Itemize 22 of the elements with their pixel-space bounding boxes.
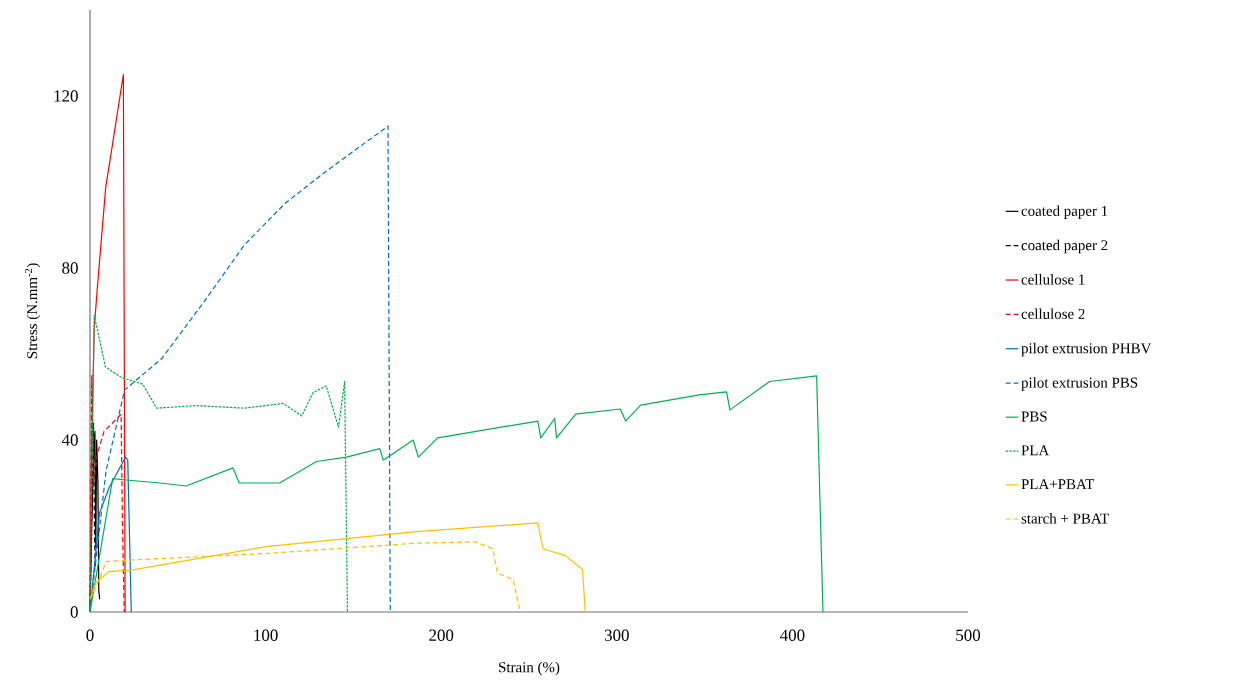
y-tick-label: 40 (61, 434, 78, 446)
y-tick-label: 80 (62, 262, 78, 274)
legend-label: starch + PBAT (1021, 513, 1109, 524)
legend-label: cellulose 2 (1021, 308, 1085, 319)
x-axis-title: Strain (%) (499, 661, 560, 676)
y-axis-title: Stress (N.mm$^{-2}$) (24, 263, 41, 359)
legend-label: pilot extrusion PBS (1021, 377, 1138, 391)
legend-label: coated paper 2 (1021, 239, 1108, 254)
x-tick-label: 400 (780, 629, 805, 641)
legend-label: PLA (1021, 445, 1050, 456)
x-tick-label: 200 (429, 629, 454, 641)
legend-label: PLA+PBAT (1021, 479, 1094, 490)
y-tick-label: 120 (54, 90, 78, 102)
x-tick-label: 100 (254, 629, 278, 641)
x-tick-label: 0 (86, 629, 94, 641)
legend-label: cellulose 1 (1021, 274, 1085, 285)
legend-label: PBS (1021, 411, 1047, 422)
x-tick-label: 500 (956, 629, 981, 641)
legend-label: pilot extrusion PHBV (1021, 342, 1152, 357)
x-tick-label: 300 (604, 629, 629, 641)
legend-label: coated paper 1 (1021, 205, 1108, 219)
y-tick-label: 0 (70, 606, 78, 618)
